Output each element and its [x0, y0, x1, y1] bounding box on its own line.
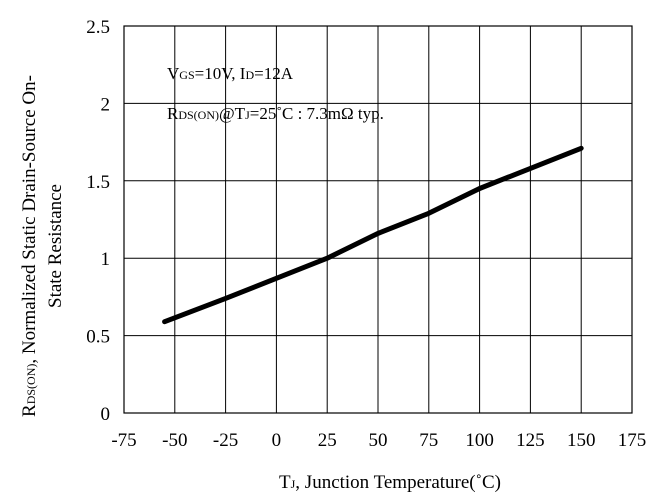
- x-tick-label: 100: [465, 430, 494, 451]
- y-tick-label: 1.5: [86, 172, 110, 193]
- y-axis-title-line2: State Resistance: [45, 184, 66, 308]
- annotation-rds-reference: RDS(ON)@TJ=25˚C : 7.3mΩ typ.: [167, 104, 384, 123]
- x-tick-label: -25: [213, 430, 238, 451]
- x-axis-title: TJ, Junction Temperature(˚C): [279, 472, 501, 493]
- x-tick-label: 25: [318, 430, 337, 451]
- x-tick-label: -50: [162, 430, 187, 451]
- x-tick-label: 75: [419, 430, 438, 451]
- rds-on-curve: [162, 145, 584, 325]
- y-tick-label: 1: [101, 249, 111, 270]
- y-tick-label: 0: [101, 404, 111, 425]
- x-tick-label: 50: [369, 430, 388, 451]
- annotation-vgs-id: VGS=10V, ID=12A: [167, 64, 294, 83]
- grid: [124, 26, 632, 413]
- x-tick-label: 175: [618, 430, 647, 451]
- y-axis-title-line1: RDS(ON), Normalized Static Drain-Source …: [19, 75, 40, 417]
- plot-frame: [123, 25, 633, 414]
- x-tick-label: 150: [567, 430, 596, 451]
- y-tick-label: 0.5: [86, 327, 110, 348]
- y-tick-label: 2: [101, 94, 111, 115]
- x-tick-label: 0: [272, 430, 282, 451]
- tick-labels: -75 -50 -25 0 25 50 75 100 125 150 175 0 0.5 1 1.5 2 2.5: [86, 17, 646, 451]
- x-tick-label: -75: [111, 430, 136, 451]
- x-tick-label: 125: [516, 430, 545, 451]
- y-tick-label: 2.5: [86, 17, 110, 38]
